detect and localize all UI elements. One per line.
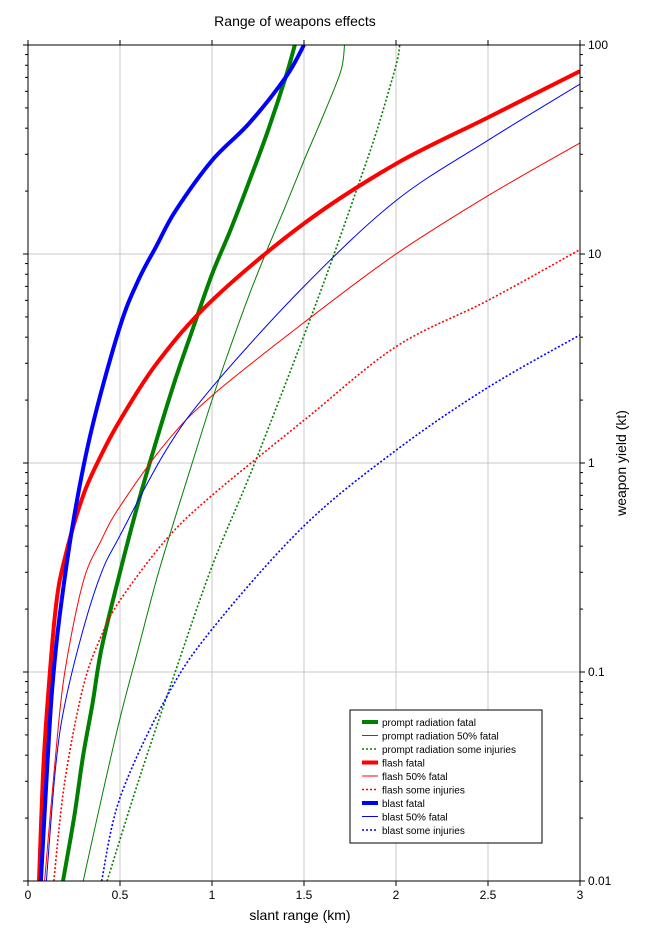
- x-tick-label: 1.5: [296, 888, 313, 902]
- x-axis-label: slant range (km): [249, 907, 350, 923]
- series-line-8: [100, 334, 580, 881]
- legend-label-6: blast fatal: [382, 799, 425, 810]
- legend-label-8: blast some injuries: [382, 826, 465, 837]
- x-tick-label: 2.5: [480, 888, 497, 902]
- legend-label-5: flash some injuries: [382, 786, 465, 797]
- y-tick-label: 10: [588, 247, 602, 261]
- chart-title: Range of weapons effects: [214, 13, 376, 29]
- series-line-4: [44, 142, 580, 881]
- legend-label-7: blast 50% fatal: [382, 813, 448, 824]
- x-tick-label: 3: [577, 888, 584, 902]
- legend-label-0: prompt radiation fatal: [382, 718, 476, 729]
- legend-label-1: prompt radiation 50% fatal: [382, 732, 499, 743]
- series-layer: [37, 45, 580, 881]
- y-tick-label: 1: [588, 456, 595, 470]
- series-line-2: [106, 45, 401, 881]
- legend-label-4: flash 50% fatal: [382, 772, 448, 783]
- series-line-3: [37, 69, 580, 881]
- x-tick-label: 0: [25, 888, 32, 902]
- series-line-0: [61, 45, 297, 881]
- series-line-6: [38, 45, 306, 881]
- series-line-5: [53, 248, 580, 881]
- legend-entries: prompt radiation fatal prompt radiation 5…: [362, 718, 516, 837]
- legend: prompt radiation fatal prompt radiation 5…: [349, 709, 543, 844]
- legend-label-3: flash fatal: [382, 759, 425, 770]
- legend-label-2: prompt radiation some injuries: [382, 745, 516, 756]
- y-tick-label: 100: [588, 38, 608, 52]
- y-tick-label: 0.01: [588, 874, 612, 888]
- series-line-7: [45, 83, 580, 881]
- x-tick-label: 1: [209, 888, 216, 902]
- legend-box: [349, 709, 543, 844]
- tick-layer: 0 0.5 1 1.5 2 2.5 3 0.01 0.1 1 10 100: [23, 38, 612, 902]
- x-tick-label: 0.5: [112, 888, 129, 902]
- y-axis-label: weapon yield (kt): [613, 410, 629, 517]
- x-tick-label: 2: [393, 888, 400, 902]
- grid-layer: [28, 45, 580, 881]
- y-tick-label: 0.1: [588, 665, 605, 679]
